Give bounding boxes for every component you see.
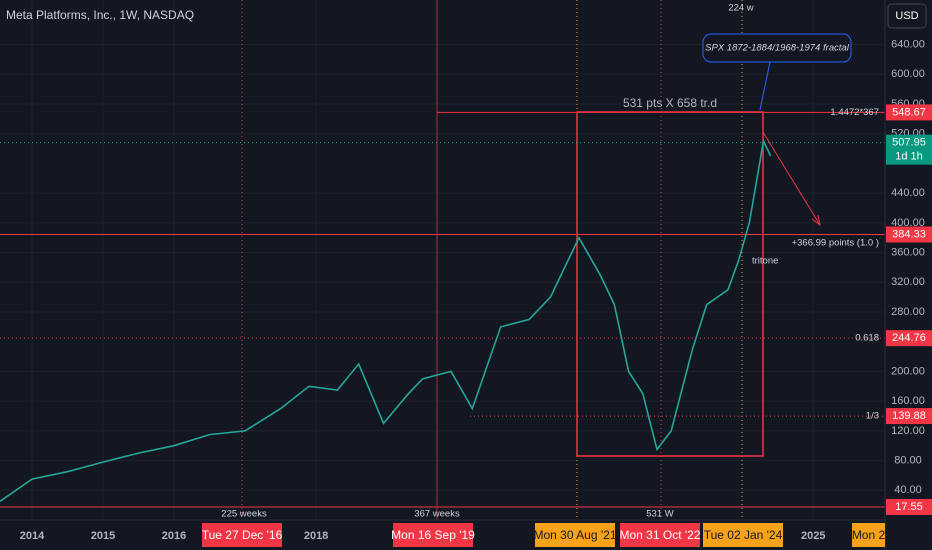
levels: 1.4472*367 +366.99 points (1.0 ) 0.618 1/3	[0, 107, 885, 508]
arrow	[762, 131, 821, 226]
annotation: 367 weeks	[414, 509, 460, 520]
price-tag	[886, 330, 932, 347]
date-tag-label: Mon 2	[852, 528, 886, 542]
price-tag-label: 384.33	[892, 228, 926, 240]
y-tick-label: 320.00	[891, 276, 925, 288]
price-tag-label: 139.88	[892, 410, 926, 422]
currency-button[interactable]	[887, 3, 927, 29]
y-tick-label: 440.00	[891, 187, 925, 199]
x-tick-label: 2015	[91, 530, 115, 542]
price-tag-label: 244.76	[892, 332, 926, 344]
grid: 40.00 80.00 120.00 160.00 200.00 280.00 320.00…	[0, 0, 925, 542]
price-tag-label: 17.55	[895, 501, 923, 513]
date-tag-label: Mon 30 Aug '21	[533, 528, 616, 542]
date-tag	[703, 523, 783, 547]
x-tick-label: 2016	[162, 530, 186, 542]
level-note: 1.4472*367	[830, 107, 879, 118]
date-tag-label: Tue 27 Dec '16	[202, 528, 283, 542]
date-tag	[202, 523, 282, 547]
last-price-label: 507.95	[892, 137, 926, 149]
date-tag	[393, 523, 473, 547]
price-tag	[886, 226, 932, 243]
y-tick-label: 200.00	[891, 365, 925, 377]
date-tag-label: Tue 02 Jan '24	[704, 528, 783, 542]
level-note: 0.618	[855, 333, 879, 344]
currency[interactable]: USD	[895, 10, 918, 22]
x-tick-label: 2014	[20, 530, 45, 542]
annotation: 225 weeks	[221, 509, 267, 520]
y-tick-label: 120.00	[891, 425, 925, 437]
annotation: 531 pts X 658 tr.d	[623, 96, 717, 110]
arrow-head	[811, 214, 821, 227]
x-tick-label: 2018	[304, 530, 328, 542]
price-tags: 548.67 384.33 244.76 139.88 17.55 507.95 1d 1h	[886, 104, 932, 515]
x-tick-label: 2025	[801, 530, 825, 542]
annotation: SPX 1872-1884/1968-1974 fractal	[705, 43, 850, 54]
price-tag-label: 548.67	[892, 106, 926, 118]
date-tag-label: Mon 31 Oct '22	[620, 528, 701, 542]
date-tag	[852, 523, 885, 547]
chart-title: Meta Platforms, Inc., 1W, NASDAQ	[6, 8, 194, 22]
level-note: +366.99 points (1.0 )	[792, 238, 879, 249]
y-tick-label: 400.00	[891, 217, 925, 229]
y-tick-label: 40.00	[894, 484, 922, 496]
callout	[702, 33, 852, 63]
y-tick-label: 280.00	[891, 306, 925, 318]
price-tag	[886, 498, 932, 515]
annotation: 531 W	[646, 509, 673, 520]
annotation: 224 w	[728, 3, 753, 14]
plot	[0, 138, 772, 503]
price-tag	[886, 408, 932, 425]
y-tick-label: 640.00	[891, 38, 925, 50]
y-tick-label: 160.00	[891, 395, 925, 407]
annotation: tritone	[752, 256, 778, 267]
countdown: 1d 1h	[895, 151, 923, 163]
price-line	[0, 138, 772, 503]
y-tick-label: 80.00	[894, 454, 922, 466]
price-tag	[886, 104, 932, 121]
date-tag-label: Mon 16 Sep '19	[391, 528, 475, 542]
date-tag	[620, 523, 700, 547]
level-note: 1/3	[866, 411, 879, 422]
date-tag	[535, 523, 615, 547]
last-price-tag	[886, 134, 932, 165]
y-tick-label: 600.00	[891, 68, 925, 80]
callout-pointer	[759, 61, 771, 111]
date-labels: Tue 27 Dec '16 Mon 16 Sep '19 Mon 30 Aug '…	[202, 523, 886, 547]
y-tick-label: 360.00	[891, 246, 925, 258]
